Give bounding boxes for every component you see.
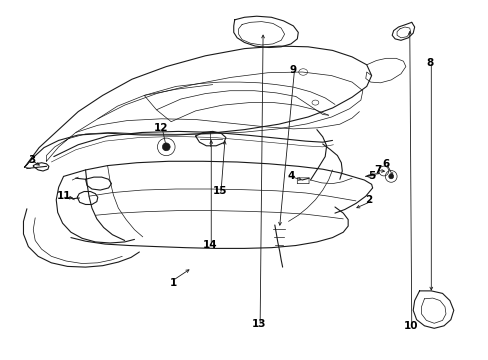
Text: 6: 6 xyxy=(382,159,389,169)
Circle shape xyxy=(388,174,393,179)
Text: 11: 11 xyxy=(56,191,71,201)
Text: 10: 10 xyxy=(403,321,417,331)
Text: 4: 4 xyxy=(286,171,294,181)
Text: 7: 7 xyxy=(373,165,381,175)
Text: 1: 1 xyxy=(170,278,177,288)
Text: 2: 2 xyxy=(365,195,372,205)
Text: 5: 5 xyxy=(367,171,374,181)
Text: 15: 15 xyxy=(212,186,227,196)
Circle shape xyxy=(162,143,170,151)
Text: 13: 13 xyxy=(251,319,266,329)
Text: 8: 8 xyxy=(426,58,433,68)
Text: 9: 9 xyxy=(289,65,296,75)
Text: 3: 3 xyxy=(28,155,35,165)
Text: 14: 14 xyxy=(203,240,217,250)
Text: 12: 12 xyxy=(154,123,168,133)
